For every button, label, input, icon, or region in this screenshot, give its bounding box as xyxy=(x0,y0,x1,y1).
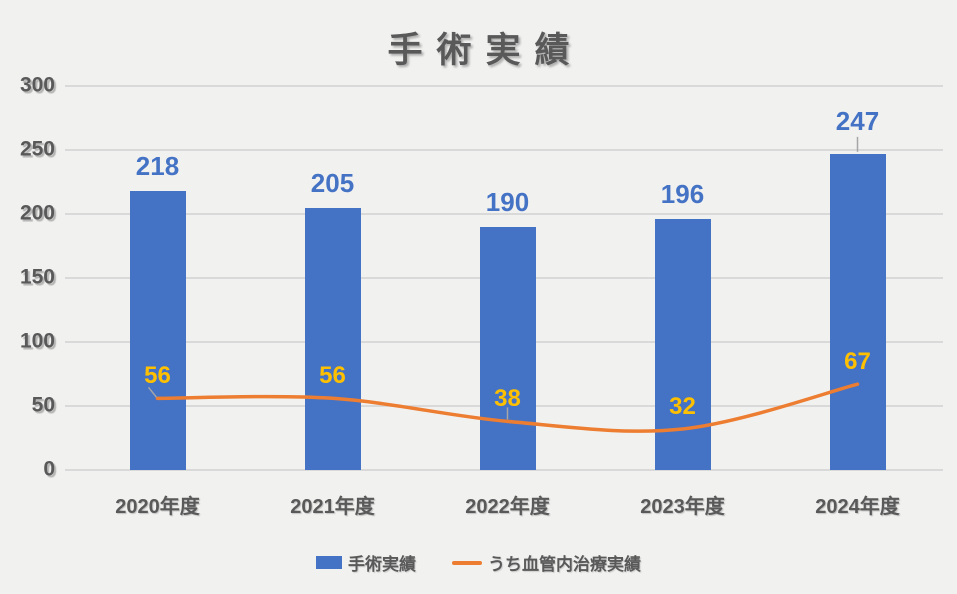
y-axis-tick-label: 0 xyxy=(43,457,55,481)
legend-item-endovascular: うち血管内治療実績 xyxy=(452,550,641,575)
line-value-label: 32 xyxy=(669,393,696,421)
bar-swatch-icon xyxy=(316,556,342,569)
bar-value-label: 247 xyxy=(835,105,880,136)
bar xyxy=(304,207,361,470)
x-axis-category-label: 2022年度 xyxy=(465,496,550,518)
legend: 手術実績 うち血管内治療実績 xyxy=(0,550,957,575)
line-value-label: 67 xyxy=(844,348,871,376)
bar-value-label: 218 xyxy=(135,150,180,181)
y-axis-tick-label: 300 xyxy=(19,73,55,97)
y-axis-tick-label: 200 xyxy=(19,201,55,225)
y-axis-tick-label: 250 xyxy=(19,137,55,161)
gridline xyxy=(147,386,158,398)
y-axis-tick-label: 50 xyxy=(31,393,55,417)
x-axis-category-label: 2024年度 xyxy=(815,496,900,518)
line-value-label: 38 xyxy=(494,385,521,413)
bar xyxy=(129,190,186,470)
bar-value-label: 196 xyxy=(660,179,705,210)
bar xyxy=(479,226,536,470)
legend-item-surgery: 手術実績 xyxy=(316,550,416,575)
line-value-label: 56 xyxy=(319,362,346,390)
legend-label-surgery: 手術実績 xyxy=(348,555,416,574)
x-axis-category-label: 2023年度 xyxy=(640,496,725,518)
chart-title: 手術実績 xyxy=(387,31,584,70)
x-axis-category-label: 2020年度 xyxy=(115,496,200,518)
bar-value-label: 190 xyxy=(485,186,530,217)
bar xyxy=(829,153,886,470)
bar-value-label: 205 xyxy=(310,167,355,198)
y-axis-tick-label: 150 xyxy=(19,265,55,289)
legend-label-endovascular: うち血管内治療実績 xyxy=(488,555,641,574)
y-axis-tick-label: 100 xyxy=(19,329,55,353)
x-axis-category-label: 2021年度 xyxy=(290,496,375,518)
line-series-path xyxy=(155,382,860,433)
line-value-label: 56 xyxy=(144,362,171,390)
line-swatch-icon xyxy=(452,560,482,565)
